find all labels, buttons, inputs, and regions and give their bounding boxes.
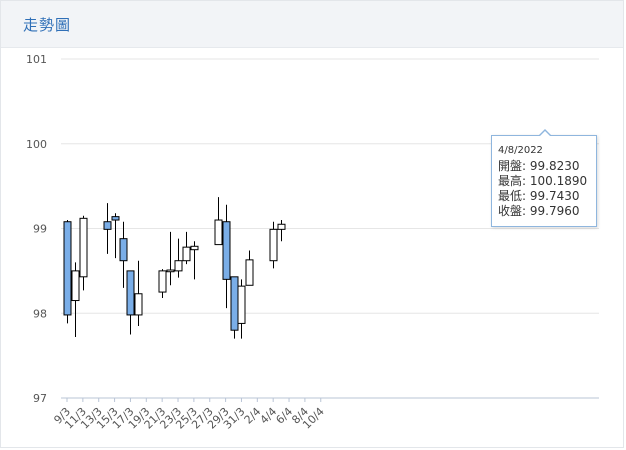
candle-body xyxy=(245,259,254,286)
candle-body xyxy=(277,223,286,230)
candle-body xyxy=(79,217,88,278)
y-tick-label: 101 xyxy=(26,53,47,66)
candle-body xyxy=(158,270,167,293)
candle-body xyxy=(237,285,246,324)
panel-title: 走勢圖 xyxy=(23,15,72,34)
candle-body xyxy=(119,238,128,262)
candle-body xyxy=(222,221,231,280)
tooltip-label: 開盤 xyxy=(498,159,523,173)
tooltip-label: 收盤 xyxy=(498,204,523,218)
candle-body xyxy=(166,269,175,273)
tooltip-row-high: 最高: 100.1890 xyxy=(498,174,588,188)
candle-body xyxy=(134,293,143,316)
tooltip-value: 100.1890 xyxy=(529,174,588,188)
tooltip-label: 最高 xyxy=(498,174,523,188)
candle-body xyxy=(63,221,72,316)
y-tick-label: 99 xyxy=(33,223,47,236)
candle-body xyxy=(230,276,239,331)
price-tooltip: 4/8/2022 開盤: 99.8230 最高: 100.1890 最低: 99… xyxy=(491,129,597,227)
candle-body xyxy=(71,270,80,302)
candle-body xyxy=(103,221,112,230)
candle-body xyxy=(111,216,120,221)
tooltip-date: 4/8/2022 xyxy=(498,145,543,156)
tooltip-value: 99.7430 xyxy=(529,189,580,203)
candle-body xyxy=(182,246,191,262)
tooltip-value: 99.7960 xyxy=(529,204,580,218)
tooltip-row-low: 最低: 99.7430 xyxy=(498,189,580,203)
y-tick-label: 97 xyxy=(33,392,47,405)
y-tick-label: 100 xyxy=(26,138,47,151)
tooltip-value: 99.8230 xyxy=(529,159,580,173)
panel-header: 走勢圖 xyxy=(1,1,623,48)
candle-body xyxy=(190,245,199,251)
tooltip-row-open: 開盤: 99.8230 xyxy=(498,159,580,173)
y-tick-label: 98 xyxy=(33,307,47,320)
tooltip-row-close: 收盤: 99.7960 xyxy=(498,204,580,218)
candle-body xyxy=(214,219,223,246)
candle-body xyxy=(126,270,135,316)
candle-body xyxy=(269,228,278,262)
tooltip-label: 最低 xyxy=(498,189,523,203)
candle-body xyxy=(174,260,183,272)
